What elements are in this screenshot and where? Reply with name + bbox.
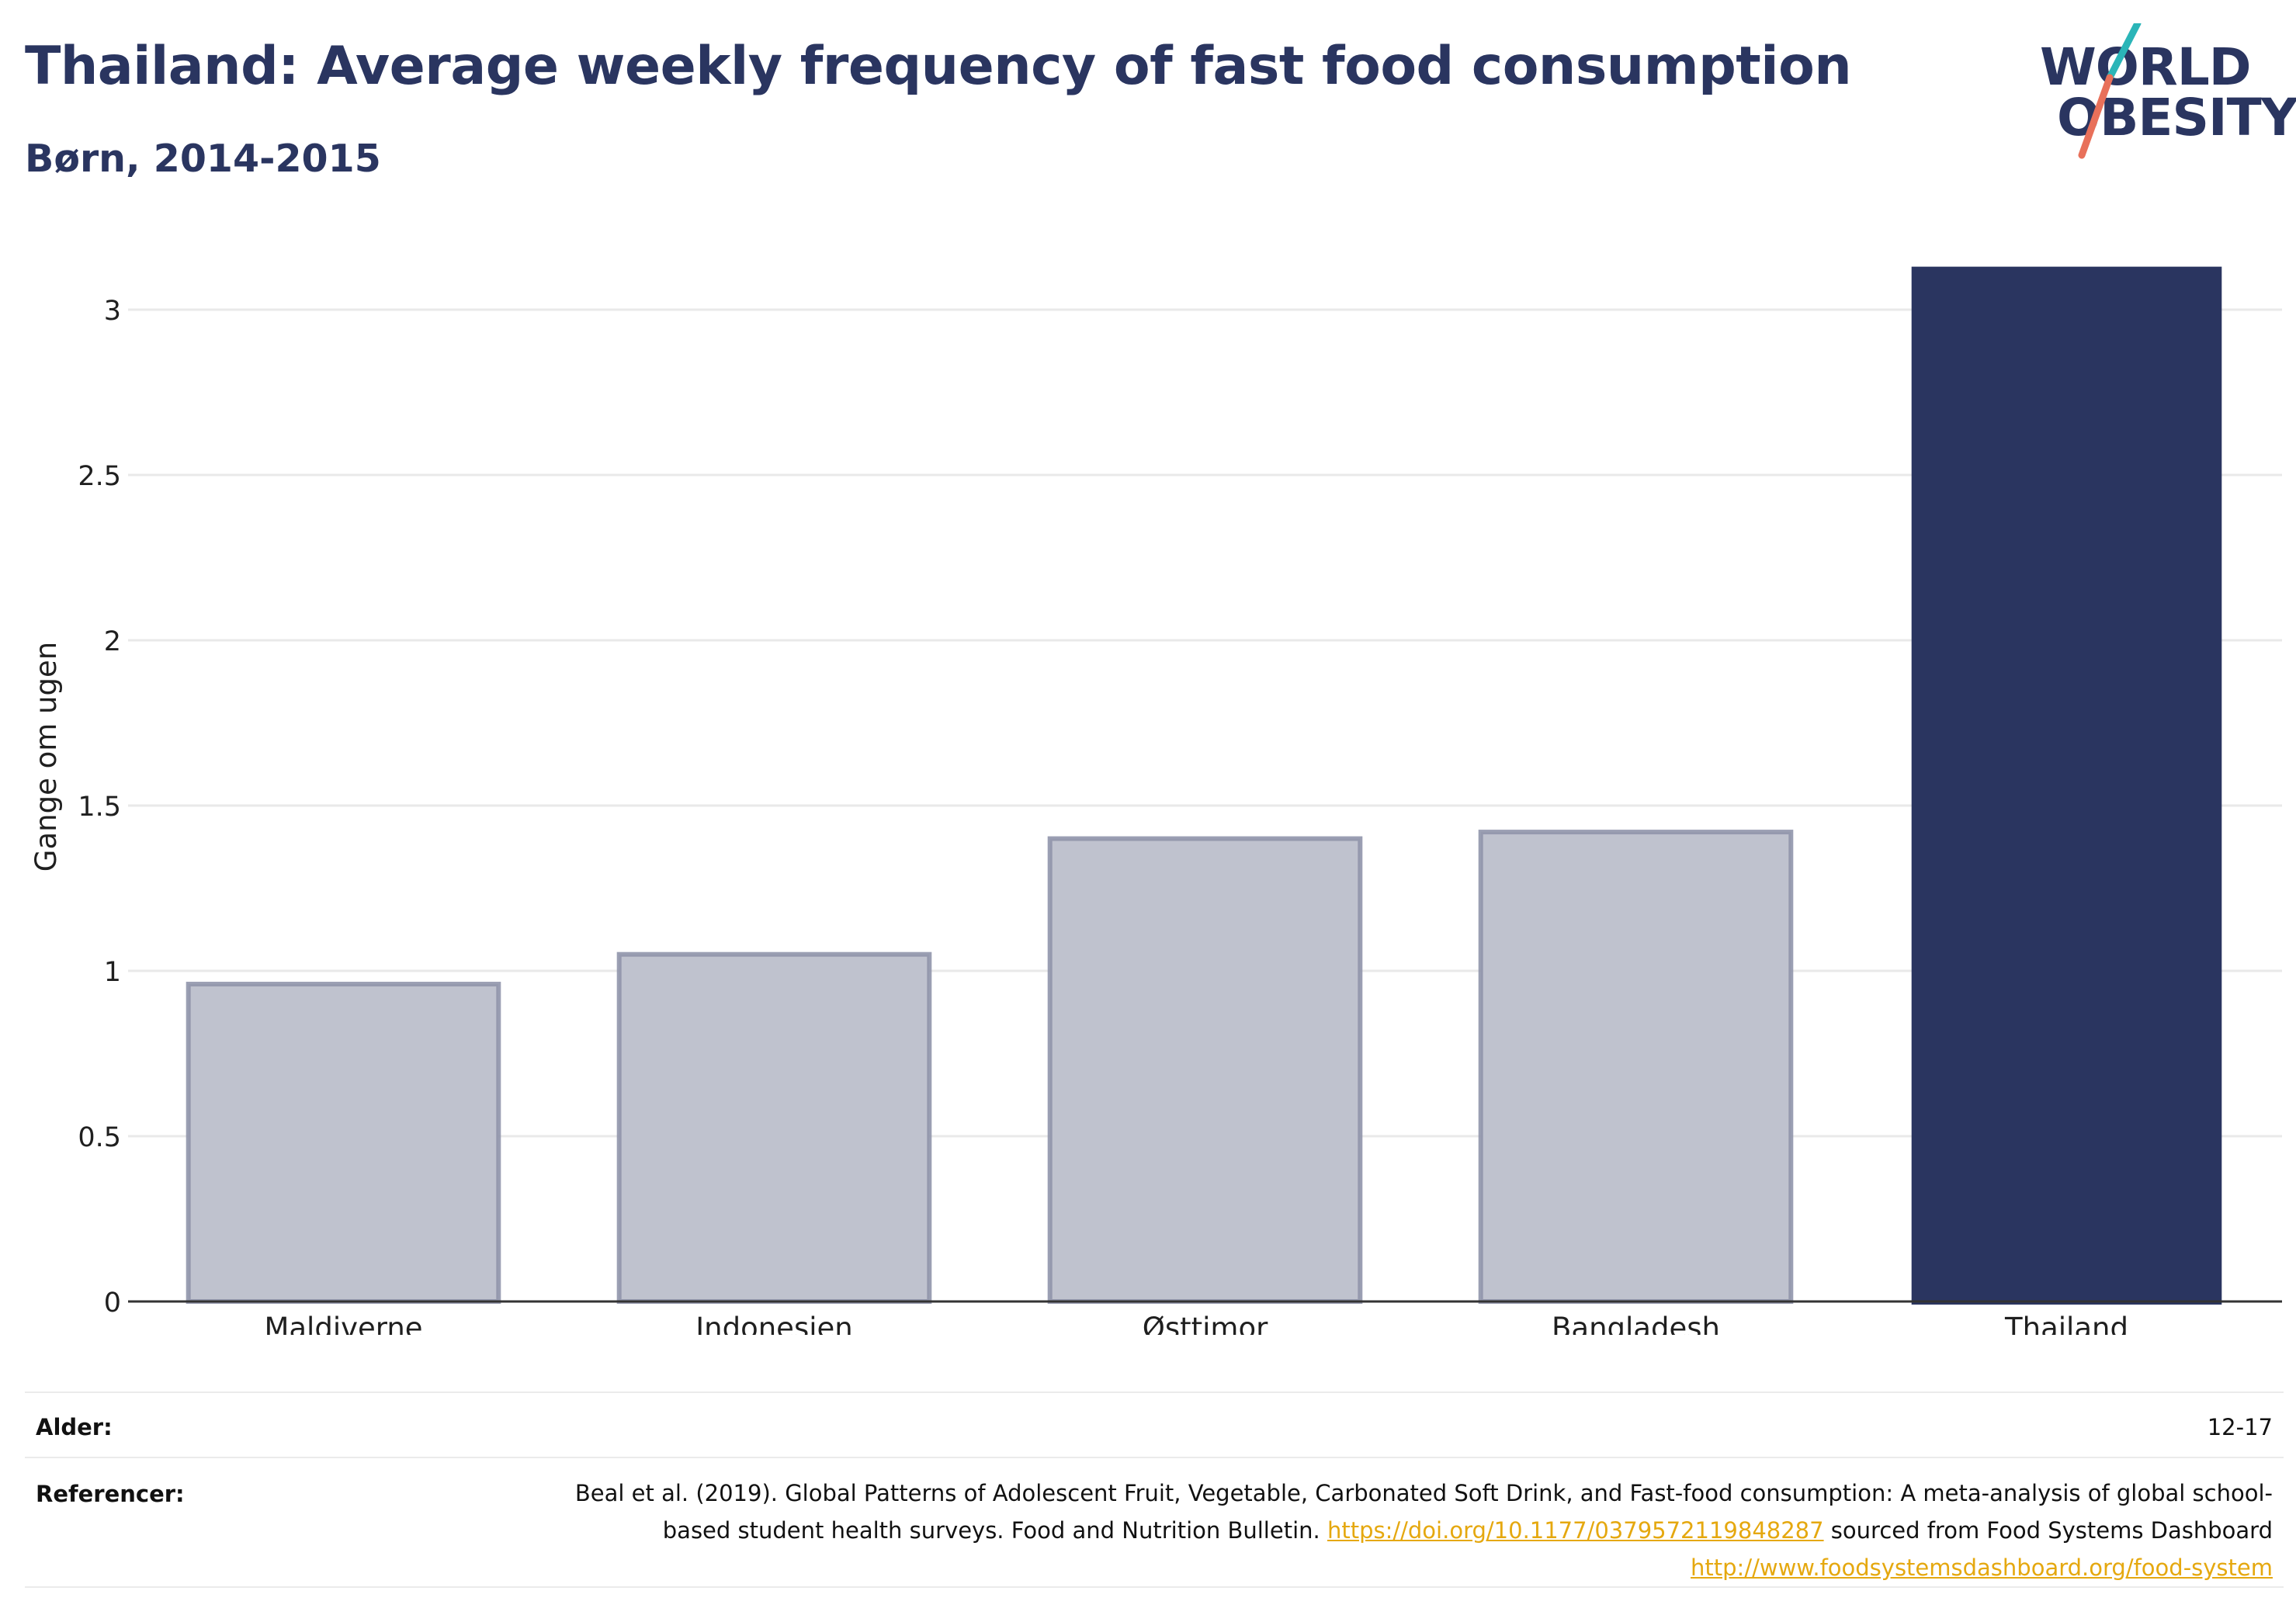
bar-chart: 0 0.5 1 1.5 2 2.5 3 Maldiverne Indonesien Østtimo… [29, 266, 2282, 1335]
y-axis-label: Gange om ugen [29, 642, 63, 872]
x-tick-label: Thailand [2004, 1312, 2128, 1335]
footer-divider [25, 1586, 2284, 1588]
y-tick-label: 1 [104, 957, 121, 988]
y-tick-label: 2 [104, 626, 121, 657]
x-tick-label: Østtimor [1143, 1312, 1268, 1335]
bar [616, 951, 932, 1304]
age-label: Alder: [36, 1414, 113, 1440]
world-obesity-logo: WORLD OBESITY [2018, 23, 2296, 163]
doi-link[interactable]: https://doi.org/10.1177/0379572119848287 [1327, 1517, 1824, 1544]
y-tick-label: 0.5 [78, 1122, 121, 1153]
y-tick-label: 1.5 [78, 792, 121, 823]
reference-text: sourced from Food Systems Dashboard [1823, 1517, 2273, 1544]
dashboard-link[interactable]: http://www.foodsystemsdashboard.org/food… [1691, 1554, 2273, 1581]
y-tick-label: 0 [104, 1288, 121, 1319]
bar [1478, 830, 1794, 1304]
bar [1911, 266, 2222, 1305]
x-tick-label: Bangladesh [1552, 1312, 1720, 1335]
x-tick-label: Indonesien [695, 1312, 852, 1335]
chart-title: Thailand: Average weekly frequency of fa… [25, 36, 1852, 97]
footer-divider [25, 1392, 2284, 1393]
axes: 0 0.5 1 1.5 2 2.5 3 Maldiverne Indonesien Østtimo… [78, 296, 2282, 1335]
references-text: Beal et al. (2019). Global Patterns of A… [565, 1475, 2273, 1586]
y-tick-label: 2.5 [78, 461, 121, 492]
bar [186, 982, 501, 1305]
bar [1047, 836, 1363, 1304]
logo-slash-icon [2078, 23, 2142, 159]
logo-line-1: WORLD [2040, 37, 2252, 97]
reference-text: Beal et al. (2019). Global Patterns of A… [574, 1480, 2273, 1544]
chart-subtitle: Børn, 2014-2015 [25, 137, 381, 181]
x-tick-label: Maldiverne [264, 1312, 422, 1335]
age-value: 12-17 [2207, 1414, 2273, 1440]
footer-divider [25, 1457, 2284, 1458]
references-label: Referencer: [36, 1481, 185, 1507]
y-tick-label: 3 [104, 296, 121, 327]
bars [186, 266, 2222, 1305]
